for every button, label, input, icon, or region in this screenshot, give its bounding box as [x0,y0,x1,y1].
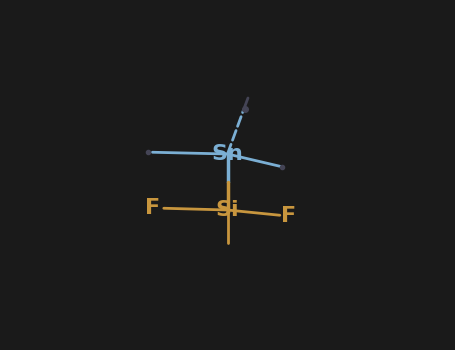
Text: F: F [145,198,160,218]
Text: Sn: Sn [212,144,243,164]
Text: F: F [281,206,297,226]
Text: Si: Si [216,200,239,220]
